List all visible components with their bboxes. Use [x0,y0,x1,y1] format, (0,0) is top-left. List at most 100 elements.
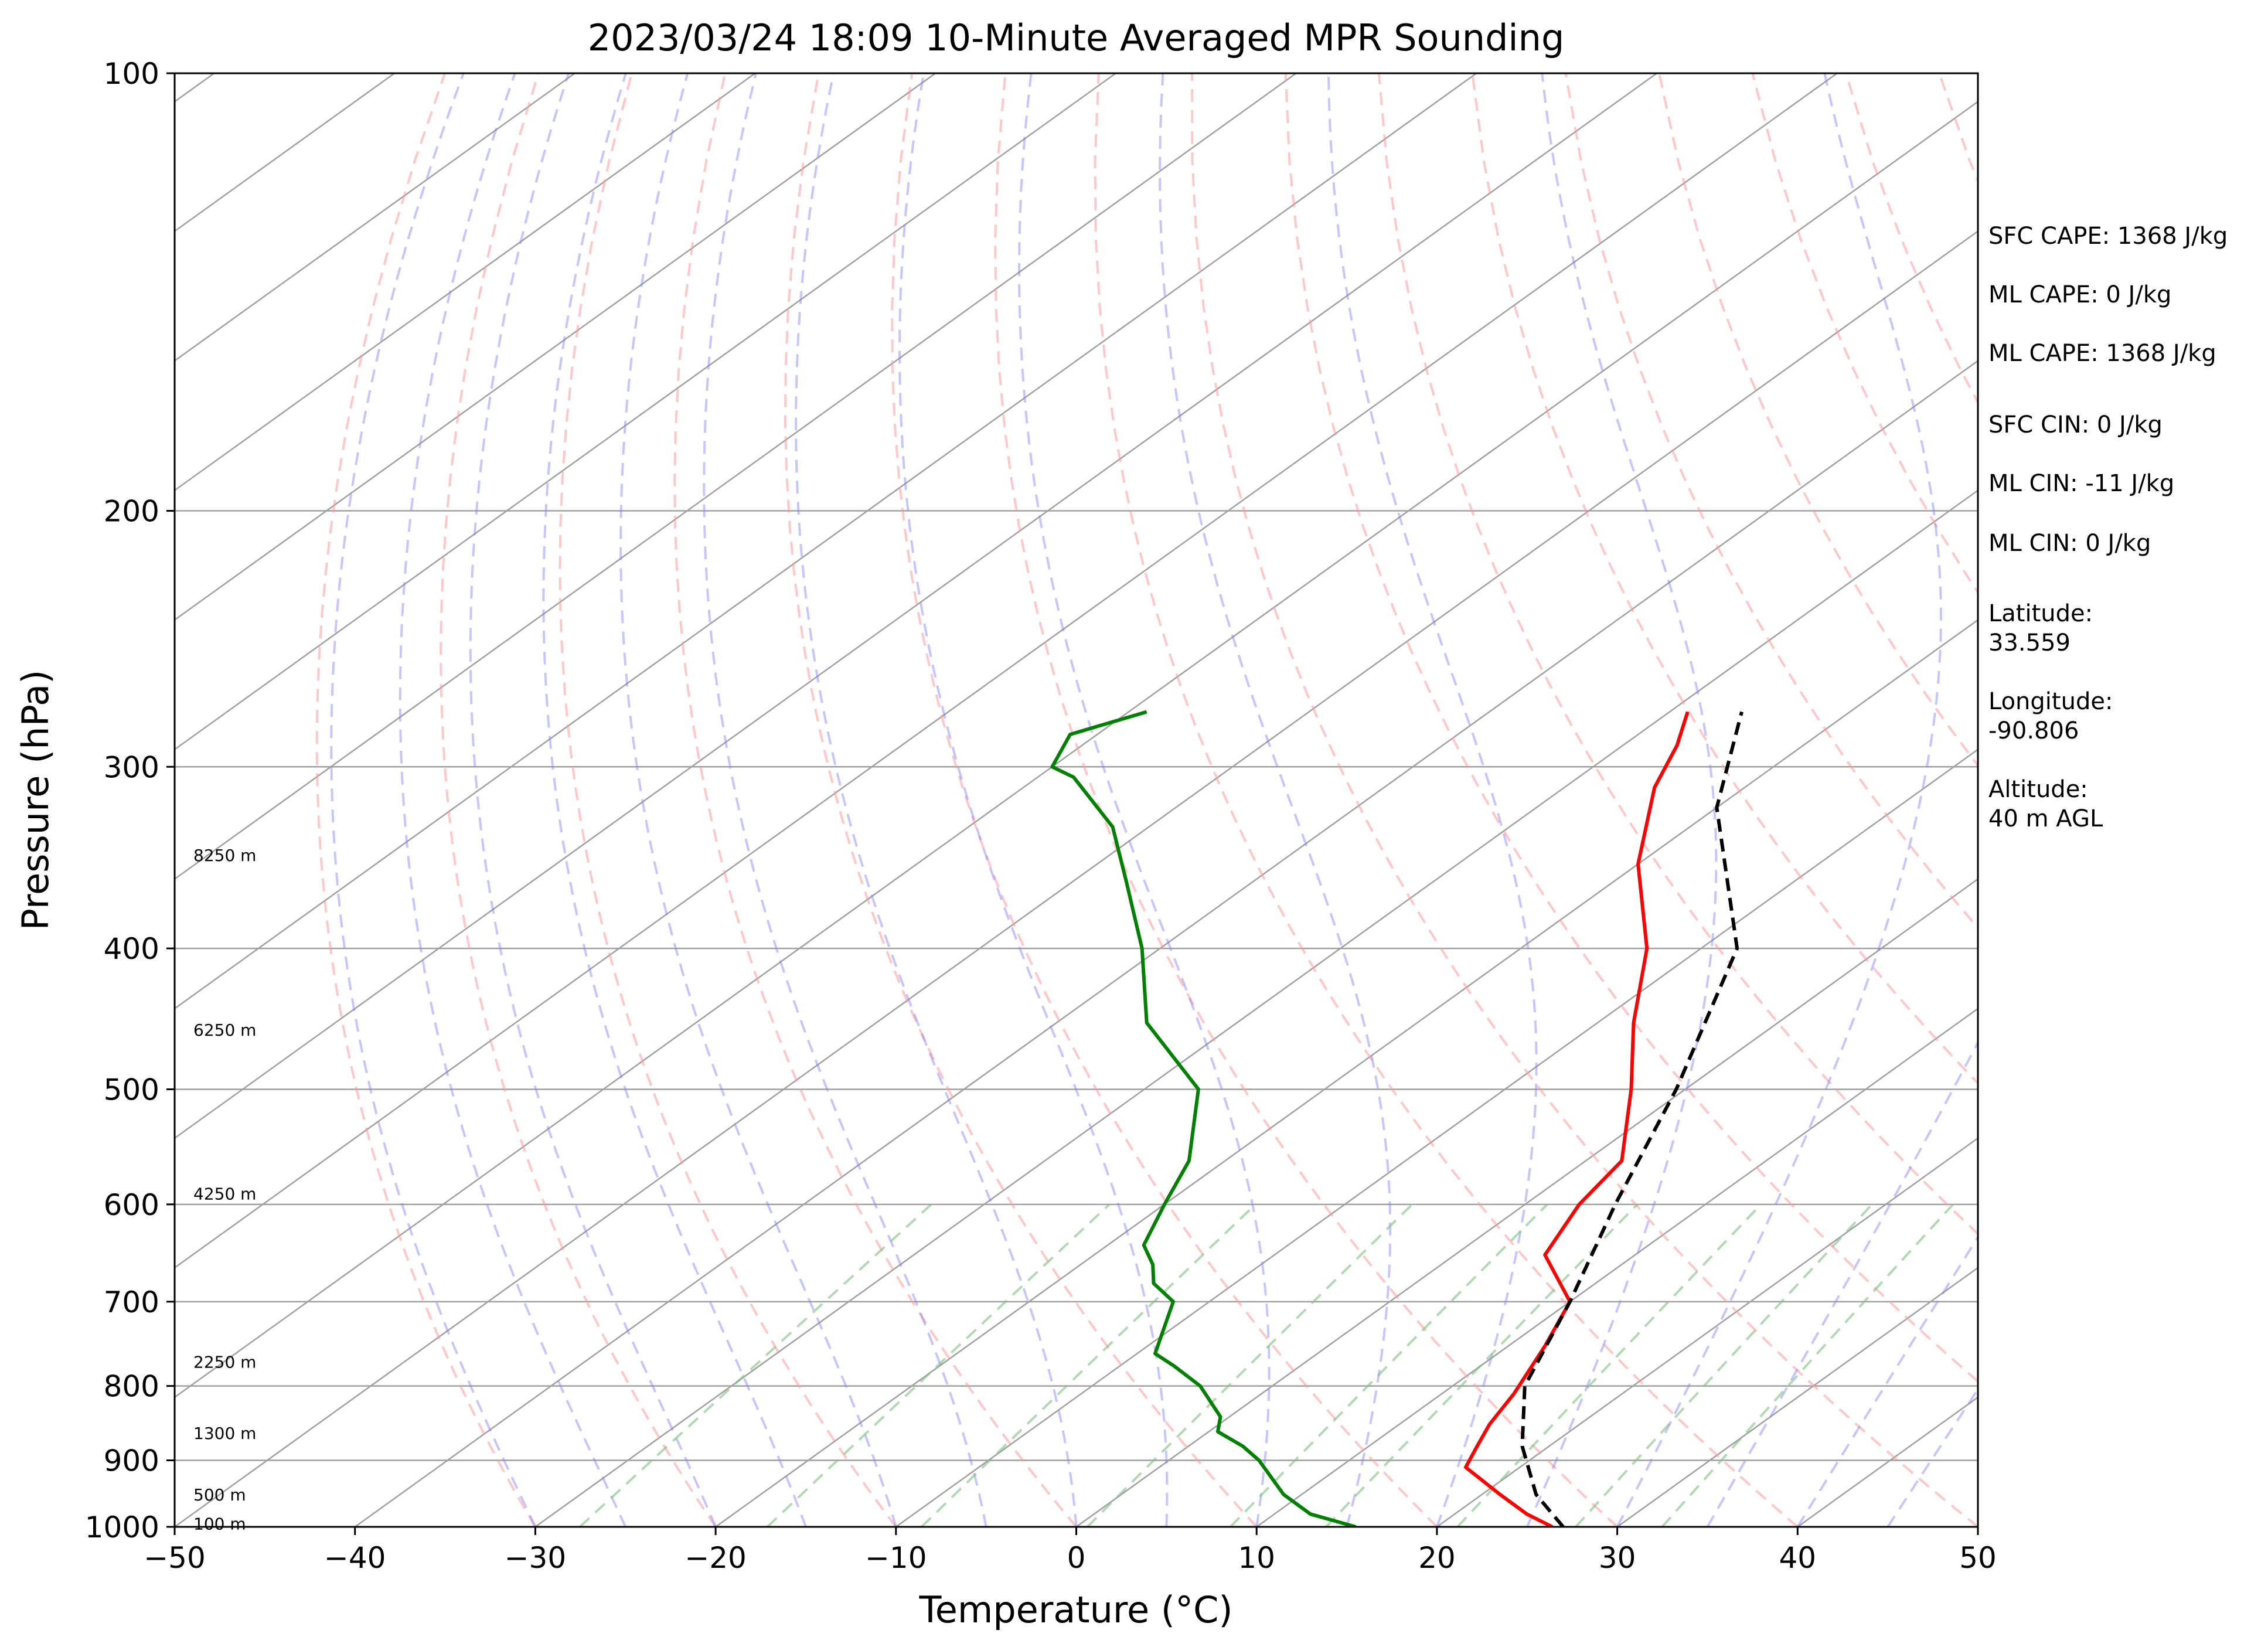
isotherm-line [1616,1267,1978,1527]
x-tick-label: −50 [144,1541,206,1575]
isotherm-line [715,619,1978,1527]
mixing-ratio-line [1325,1203,1639,1527]
moist-adiabat-line [330,73,537,1527]
latitude-label: Latitude: [1988,600,2093,627]
background-grid [175,73,1978,1527]
altitude-label: Altitude: [1988,776,2088,803]
y-tick-label: 1000 [85,1510,159,1544]
dewpoint-line [1050,710,1357,1527]
longitude-value: -90.806 [1988,717,2079,744]
x-tick-label: 20 [1418,1541,1456,1575]
moist-adiabat-line [399,73,627,1527]
isotherm-line [175,73,936,621]
moist-adiabat-line [1525,73,1718,1527]
parcel-line [1520,711,1743,1527]
moist-adiabat-line [542,73,807,1527]
ml-cape-text-2: ML CAPE: 1368 J/kg [1988,340,2216,367]
ml-cin-text: ML CIN: -11 J/kg [1988,470,2174,497]
ml-cape-text: ML CAPE: 0 J/kg [1988,281,2171,308]
isotherm-line [175,230,1978,1527]
isotherm-line [175,73,1297,880]
y-tick-label: 700 [104,1285,159,1319]
moist-adiabat-line [619,73,897,1527]
isotherm-line [895,748,1978,1527]
isotherm-line [1075,878,1978,1527]
dry-adiabat-line [784,73,1258,1527]
mixing-ratio-line [1086,1203,1414,1527]
isotherm-line [175,73,1838,1269]
height-label: 1300 m [193,1424,256,1443]
y-tick-label: 100 [104,57,159,91]
y-axis-label: Pressure (hPa) [14,670,57,931]
moist-adiabat-line [1159,73,1392,1527]
dry-adiabat-line [440,73,717,1527]
height-label: 8250 m [193,846,256,865]
sfc-cape-text: SFC CAPE: 1368 J/kg [1988,223,2228,250]
y-axis-ticks: 1000 900 800 700 600 500 400 300 200 100 [85,57,175,1544]
x-tick-label: 30 [1599,1541,1636,1575]
x-tick-label: 50 [1959,1541,1997,1575]
dry-adiabat-line [559,73,897,1527]
moist-adiabat-line [1706,1040,1978,1527]
dry-adiabat-line [891,73,1438,1527]
dry-adiabat-line [1284,73,1978,1383]
mixing-ratio-line [1456,1203,1762,1527]
dry-adiabat-line [315,73,537,1527]
mixing-ratio-line [921,1203,1256,1527]
x-tick-label: 0 [1067,1541,1086,1575]
y-tick-label: 200 [104,495,159,529]
ml-cin-text-2: ML CIN: 0 J/kg [1988,530,2151,557]
isotherm-line [354,360,1978,1527]
y-tick-label: 600 [104,1188,159,1222]
x-tick-label: −30 [505,1541,567,1575]
isotherm-line [534,489,1978,1527]
moist-adiabat-line [1017,73,1271,1527]
mixing-ratio-line [1575,1203,1873,1527]
height-labels: 100 m 500 m 1300 m 2250 m 4250 m 6250 m 8250 m [193,846,256,1534]
isotherm-line [175,100,1978,1398]
dry-adiabat-line [1191,73,1978,1527]
height-label: 100 m [193,1515,246,1534]
isotherm-line [175,73,575,362]
temperature-line [1464,711,1690,1527]
profile-lines [1050,710,1743,1527]
chart-title: 2023/03/24 18:09 10-Minute Averaged MPR … [588,16,1565,59]
y-tick-label: 300 [104,750,159,784]
y-tick-label: 800 [104,1370,159,1404]
isotherm-line [175,73,1116,751]
info-panel: SFC CAPE: 1368 J/kg ML CAPE: 0 J/kg ML C… [1988,223,2228,832]
moist-adiabat-line [1327,73,1538,1527]
isotherm-line [175,73,1477,1010]
longitude-label: Longitude: [1988,688,2113,715]
height-label: 2250 m [193,1352,256,1372]
y-tick-label: 400 [104,932,159,966]
x-tick-label: −20 [685,1541,747,1575]
dry-adiabat-line [994,73,1618,1527]
mixing-ratio-line [1661,1203,1954,1527]
height-label: 4250 m [193,1185,256,1204]
height-label: 500 m [193,1485,246,1505]
x-tick-label: 10 [1238,1541,1275,1575]
x-axis-label: Temperature (°C) [918,1588,1232,1631]
x-tick-label: 40 [1779,1541,1816,1575]
x-tick-label: −10 [865,1541,927,1575]
isotherm-line [175,73,756,492]
mixing-ratio-line [579,1203,932,1527]
isotherm-line [1436,1137,1978,1527]
moist-adiabat-line [703,73,987,1527]
mixing-ratio-line [1230,1203,1548,1527]
latitude-value: 33.559 [1988,629,2071,656]
y-tick-label: 900 [104,1444,159,1478]
moist-adiabat-line [469,73,717,1527]
y-tick-label: 500 [104,1073,159,1107]
isotherm-line [1256,1008,1978,1527]
x-tick-label: −40 [324,1541,386,1575]
x-axis-ticks: −50 −40 −30 −20 −10 0 10 20 30 40 50 [144,1527,1997,1575]
dry-adiabat-line [1094,73,1799,1527]
moist-adiabat-line [898,73,1169,1527]
altitude-value: 40 m AGL [1988,805,2103,832]
height-label: 6250 m [193,1020,256,1040]
dry-adiabat-line [673,73,1078,1527]
isotherm-line [175,73,1657,1139]
